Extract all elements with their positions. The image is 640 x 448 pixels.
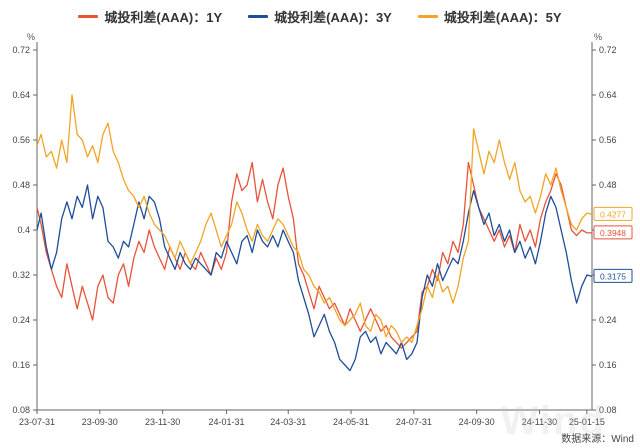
y-tick-label-left: 0.08 bbox=[12, 405, 30, 415]
y-tick-label-right: 0.64 bbox=[599, 90, 617, 100]
y-tick-label-right: 0.72 bbox=[599, 45, 617, 55]
x-tick-label: 24-11-30 bbox=[522, 417, 557, 427]
x-tick-label: 24-09-30 bbox=[459, 417, 495, 427]
legend-label-1y: 城投利差(AAA)：1Y bbox=[104, 9, 223, 25]
y-tick-label-right: 0.16 bbox=[599, 360, 617, 370]
y-tick-label-left: 0.64 bbox=[12, 90, 30, 100]
x-tick-label: 24-05-31 bbox=[333, 417, 369, 427]
x-tick-label: 23-07-31 bbox=[19, 417, 55, 427]
end-value-box-1y bbox=[593, 225, 633, 240]
y-tick-label-left: 0.24 bbox=[12, 315, 30, 325]
y-unit-right: % bbox=[594, 32, 602, 42]
end-value-box-5y bbox=[593, 206, 633, 221]
x-tick-label: 25-01-15 bbox=[569, 417, 605, 427]
x-tick-label: 23-11-30 bbox=[145, 417, 180, 427]
y-tick-label-left: 0.4 bbox=[17, 225, 30, 235]
chart-legend: 城投利差(AAA)：1Y 城投利差(AAA)：3Y 城投利差(AAA)：5Y bbox=[0, 6, 640, 26]
end-value-label-3y: 0.3175 bbox=[593, 268, 633, 283]
watermark-logo: Wind bbox=[500, 399, 606, 443]
y-tick-label-left: 0.16 bbox=[12, 360, 30, 370]
x-tick-label: 23-09-30 bbox=[82, 417, 118, 427]
y-tick-label-left: 0.56 bbox=[12, 135, 30, 145]
legend-swatch-3y bbox=[248, 14, 269, 18]
y-tick-label-left: 0.72 bbox=[12, 45, 30, 55]
x-tick-label: 24-01-31 bbox=[208, 417, 244, 427]
y-tick-label-right: 0.48 bbox=[599, 180, 617, 190]
source-note: 数据来源：Wind bbox=[561, 434, 634, 445]
legend-swatch-5y bbox=[417, 14, 438, 18]
end-value-label-1y: 0.3948 bbox=[593, 225, 633, 240]
y-unit-left: % bbox=[27, 32, 35, 42]
legend-item-1y[interactable]: 城投利差(AAA)：1Y bbox=[78, 7, 222, 26]
series-line-3y bbox=[36, 184, 593, 372]
end-value-box-3y bbox=[593, 268, 633, 283]
series-line-1y bbox=[36, 161, 593, 349]
y-tick-label-left: 0.32 bbox=[12, 270, 30, 280]
legend-item-5y[interactable]: 城投利差(AAA)：5Y bbox=[417, 7, 562, 26]
legend-swatch-1y bbox=[78, 14, 99, 18]
y-tick-label-right: 0.08 bbox=[599, 405, 617, 415]
series-line-5y bbox=[36, 94, 593, 344]
legend-label-5y: 城投利差(AAA)：5Y bbox=[443, 9, 562, 25]
y-tick-label-right: 0.24 bbox=[599, 315, 617, 325]
x-tick-label: 24-03-31 bbox=[270, 417, 306, 427]
end-value-text-1y: 0.3948 bbox=[600, 228, 626, 238]
y-tick-label-left: 0.48 bbox=[12, 180, 30, 190]
end-value-text-5y: 0.4277 bbox=[600, 209, 626, 219]
y-tick-label-right: 0.56 bbox=[599, 135, 617, 145]
end-value-label-5y: 0.4277 bbox=[593, 206, 633, 221]
x-tick-label: 24-07-31 bbox=[396, 417, 432, 427]
legend-label-3y: 城投利差(AAA)：3Y bbox=[274, 9, 392, 25]
end-value-text-3y: 0.3175 bbox=[600, 271, 626, 281]
legend-item-3y[interactable]: 城投利差(AAA)：3Y bbox=[248, 7, 392, 26]
